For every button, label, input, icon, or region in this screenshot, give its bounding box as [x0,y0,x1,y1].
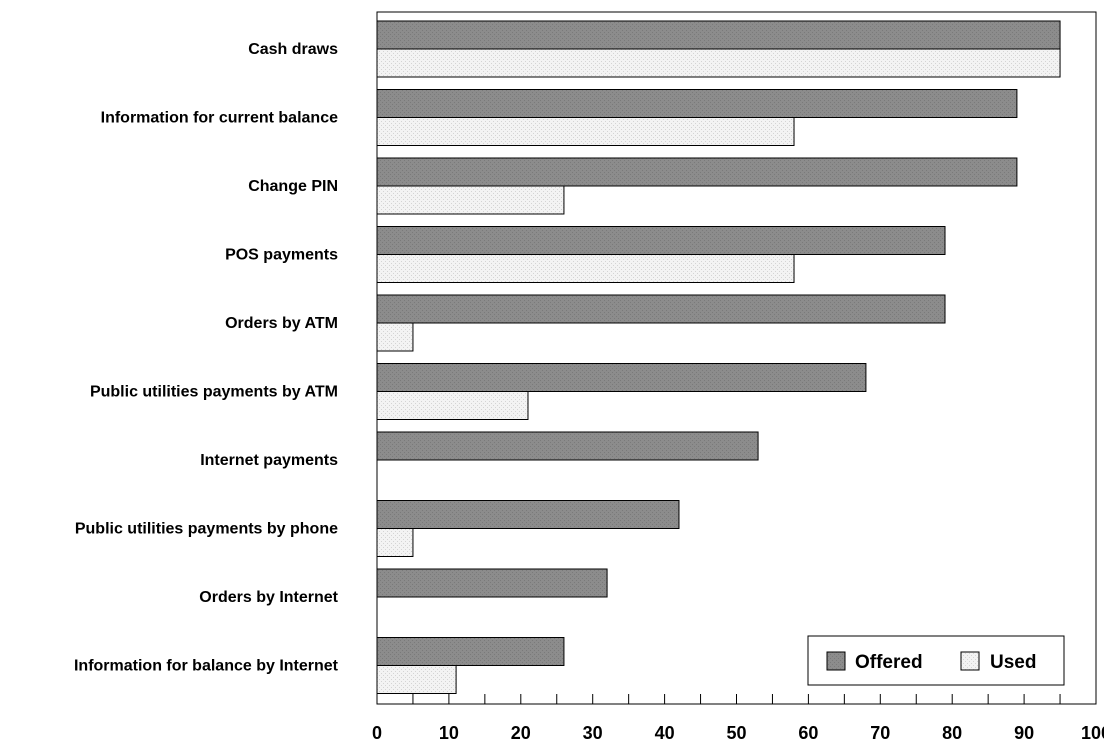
x-tick-label: 30 [583,723,603,743]
x-tick-label: 100 [1081,723,1104,743]
x-tick-label: 60 [798,723,818,743]
x-tick-label: 0 [372,723,382,743]
x-tick-label: 10 [439,723,459,743]
bar-offered-3 [376,226,946,255]
legend-swatch-used [960,651,980,671]
legend-label-offered: Offered [855,652,923,673]
category-label: Information for current balance [101,110,338,127]
bar-offered-7 [376,500,680,529]
category-label: Change PIN [248,178,338,195]
bar-offered-9 [376,637,565,666]
x-tick-label: 80 [942,723,962,743]
bar-offered-0 [376,20,1061,50]
x-tick-label: 70 [870,723,890,743]
category-label: Public utilities payments by ATM [90,384,338,401]
bar-offered-5 [376,363,867,392]
bar-offered-2 [376,157,1018,187]
category-label: Orders by Internet [199,589,338,606]
legend-box [807,635,1065,686]
bar-used-2 [376,185,565,215]
bar-used-9 [376,665,457,694]
category-label: Information for balance by Internet [74,658,339,675]
x-tick-label: 50 [726,723,746,743]
bar-used-4 [376,322,414,352]
legend-label-used: Used [990,652,1036,673]
x-tick-label: 90 [1014,723,1034,743]
category-label: POS payments [225,247,338,264]
x-tick-label: 40 [655,723,675,743]
bar-used-5 [376,391,529,420]
x-tick-label: 20 [511,723,531,743]
category-label: Internet payments [200,452,338,469]
bar-used-3 [376,254,795,283]
category-labels: Cash draws Information for current balanc… [74,41,339,675]
x-axis: 0 10 20 30 40 50 60 70 80 90 100 [372,694,1104,743]
bar-used-0 [376,48,1061,78]
category-label: Public utilities payments by phone [75,521,338,538]
legend: Offered Used [807,635,1065,686]
bar-offered-1 [376,89,1018,118]
bars-layer [376,20,1061,694]
bar-offered-4 [376,294,946,324]
bar-used-7 [376,528,414,557]
bar-used-1 [376,117,795,146]
plot-area-frame [376,11,1097,705]
legend-swatch-offered [826,651,846,671]
category-label: Orders by ATM [225,315,338,332]
bar-offered-6 [376,431,759,461]
category-label: Cash draws [248,41,338,58]
bar-offered-8 [376,568,608,598]
